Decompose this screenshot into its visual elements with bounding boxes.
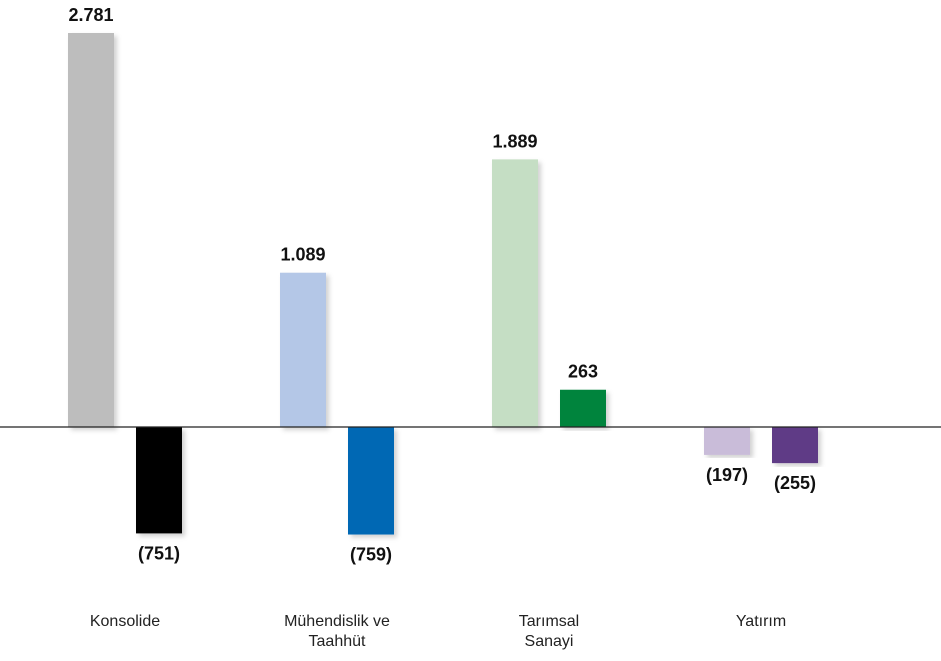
value-label-muhendislik-ve-taahhut-2: (759) <box>350 545 392 565</box>
bar-konsolide-1 <box>68 33 114 427</box>
value-label-konsolide-1: 2.781 <box>68 5 113 25</box>
bar-konsolide-2 <box>136 427 182 534</box>
bar-muhendislik-ve-taahhut-1 <box>280 272 326 427</box>
category-labels-group: Konsolide Mühendislik ve Taahhüt Tarımsal Sa… <box>90 613 786 650</box>
bar-yatirim-2 <box>772 427 818 464</box>
value-label-konsolide-2: (751) <box>138 543 180 563</box>
category-label-line: Yatırım <box>736 613 786 630</box>
bar-muhendislik-ve-taahhut-2 <box>348 427 394 535</box>
value-label-yatirim-2: (255) <box>774 473 816 493</box>
value-label-yatirim-1: (197) <box>706 465 748 485</box>
category-label-line: Sanayi <box>525 633 574 650</box>
category-label-muhendislik-ve-taahhut: Mühendislik ve Taahhüt <box>284 613 390 650</box>
category-label-line: Konsolide <box>90 613 160 630</box>
category-label-konsolide: Konsolide <box>90 613 160 630</box>
bar-yatirim-1 <box>704 427 750 455</box>
value-label-tarimsal-sanayi-2: 263 <box>568 362 598 382</box>
value-label-muhendislik-ve-taahhut-1: 1.089 <box>280 245 325 265</box>
value-labels-group: 2.781 (751) 1.089 (759) 1.889 263 (197) (255) <box>68 5 816 565</box>
category-label-line: Taahhüt <box>309 633 366 650</box>
category-label-tarimsal-sanayi: Tarımsal Sanayi <box>519 613 579 650</box>
category-label-yatirim: Yatırım <box>736 613 786 630</box>
value-label-tarimsal-sanayi-1: 1.889 <box>492 131 537 151</box>
category-label-line: Tarımsal <box>519 613 579 630</box>
bars-group <box>68 33 818 535</box>
bar-tarimsal-sanayi-1 <box>492 159 538 427</box>
category-label-line: Mühendislik ve <box>284 613 390 630</box>
bar-tarimsal-sanayi-2 <box>560 389 606 427</box>
